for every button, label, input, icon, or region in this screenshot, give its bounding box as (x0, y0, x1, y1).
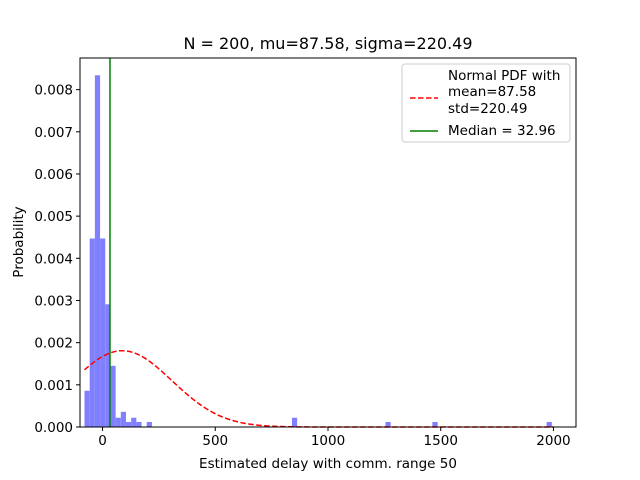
histogram-bar (110, 365, 116, 427)
histogram-bar (125, 421, 132, 427)
chart-title: N = 200, mu=87.58, sigma=220.49 (183, 34, 472, 53)
x-tick-label: 1000 (311, 433, 345, 449)
y-tick-label: 0.002 (34, 336, 73, 352)
y-axis: 0.000 0.001 0.002 0.003 0.004 0.005 0.006 0.007… (34, 83, 80, 436)
legend-pdf-label-line-1: Normal PDF with (448, 68, 560, 84)
histogram-bars (84, 75, 552, 427)
histogram-bar (105, 304, 111, 427)
histogram-bar (94, 75, 101, 427)
x-axis: 0 500 1000 1500 2000 (98, 427, 571, 449)
normal-pdf-curve (84, 349, 554, 428)
histogram-bar (115, 417, 121, 427)
legend: Normal PDF with mean=87.58 std=220.49 Me… (401, 63, 571, 143)
normal-pdf-layer (84, 349, 554, 428)
legend-box (401, 63, 571, 143)
histogram-bar (100, 238, 106, 427)
y-tick-label: 0.001 (34, 378, 73, 394)
legend-pdf-label-line-2: mean=87.58 (448, 84, 536, 100)
histogram-bar (89, 238, 95, 427)
legend-pdf-label-line-3: std=220.49 (448, 101, 527, 117)
y-tick-label: 0.008 (34, 83, 73, 99)
y-tick-label: 0.003 (34, 293, 73, 309)
x-tick-label: 1500 (424, 433, 458, 449)
histogram-bar (131, 417, 137, 427)
histogram-bar (120, 411, 126, 427)
y-tick-label: 0.000 (34, 420, 73, 436)
histogram-bar (291, 417, 298, 427)
histogram-bar (146, 421, 152, 427)
x-tick-label: 500 (202, 433, 228, 449)
histogram-bar (136, 421, 142, 427)
y-tick-label: 0.004 (34, 251, 73, 267)
histogram-bar (84, 390, 90, 427)
y-tick-label: 0.006 (34, 167, 73, 183)
y-tick-label: 0.005 (34, 209, 73, 225)
legend-median-label: Median = 32.96 (448, 123, 556, 139)
histogram-bar (432, 421, 438, 427)
histogram-bar (385, 421, 391, 427)
y-axis-label: Probability (11, 206, 27, 277)
y-tick-label: 0.007 (34, 125, 73, 141)
histogram-bar (546, 421, 552, 427)
x-tick-label: 2000 (536, 433, 570, 449)
x-tick-label: 0 (98, 433, 107, 449)
x-axis-label: Estimated delay with comm. range 50 (199, 456, 457, 472)
